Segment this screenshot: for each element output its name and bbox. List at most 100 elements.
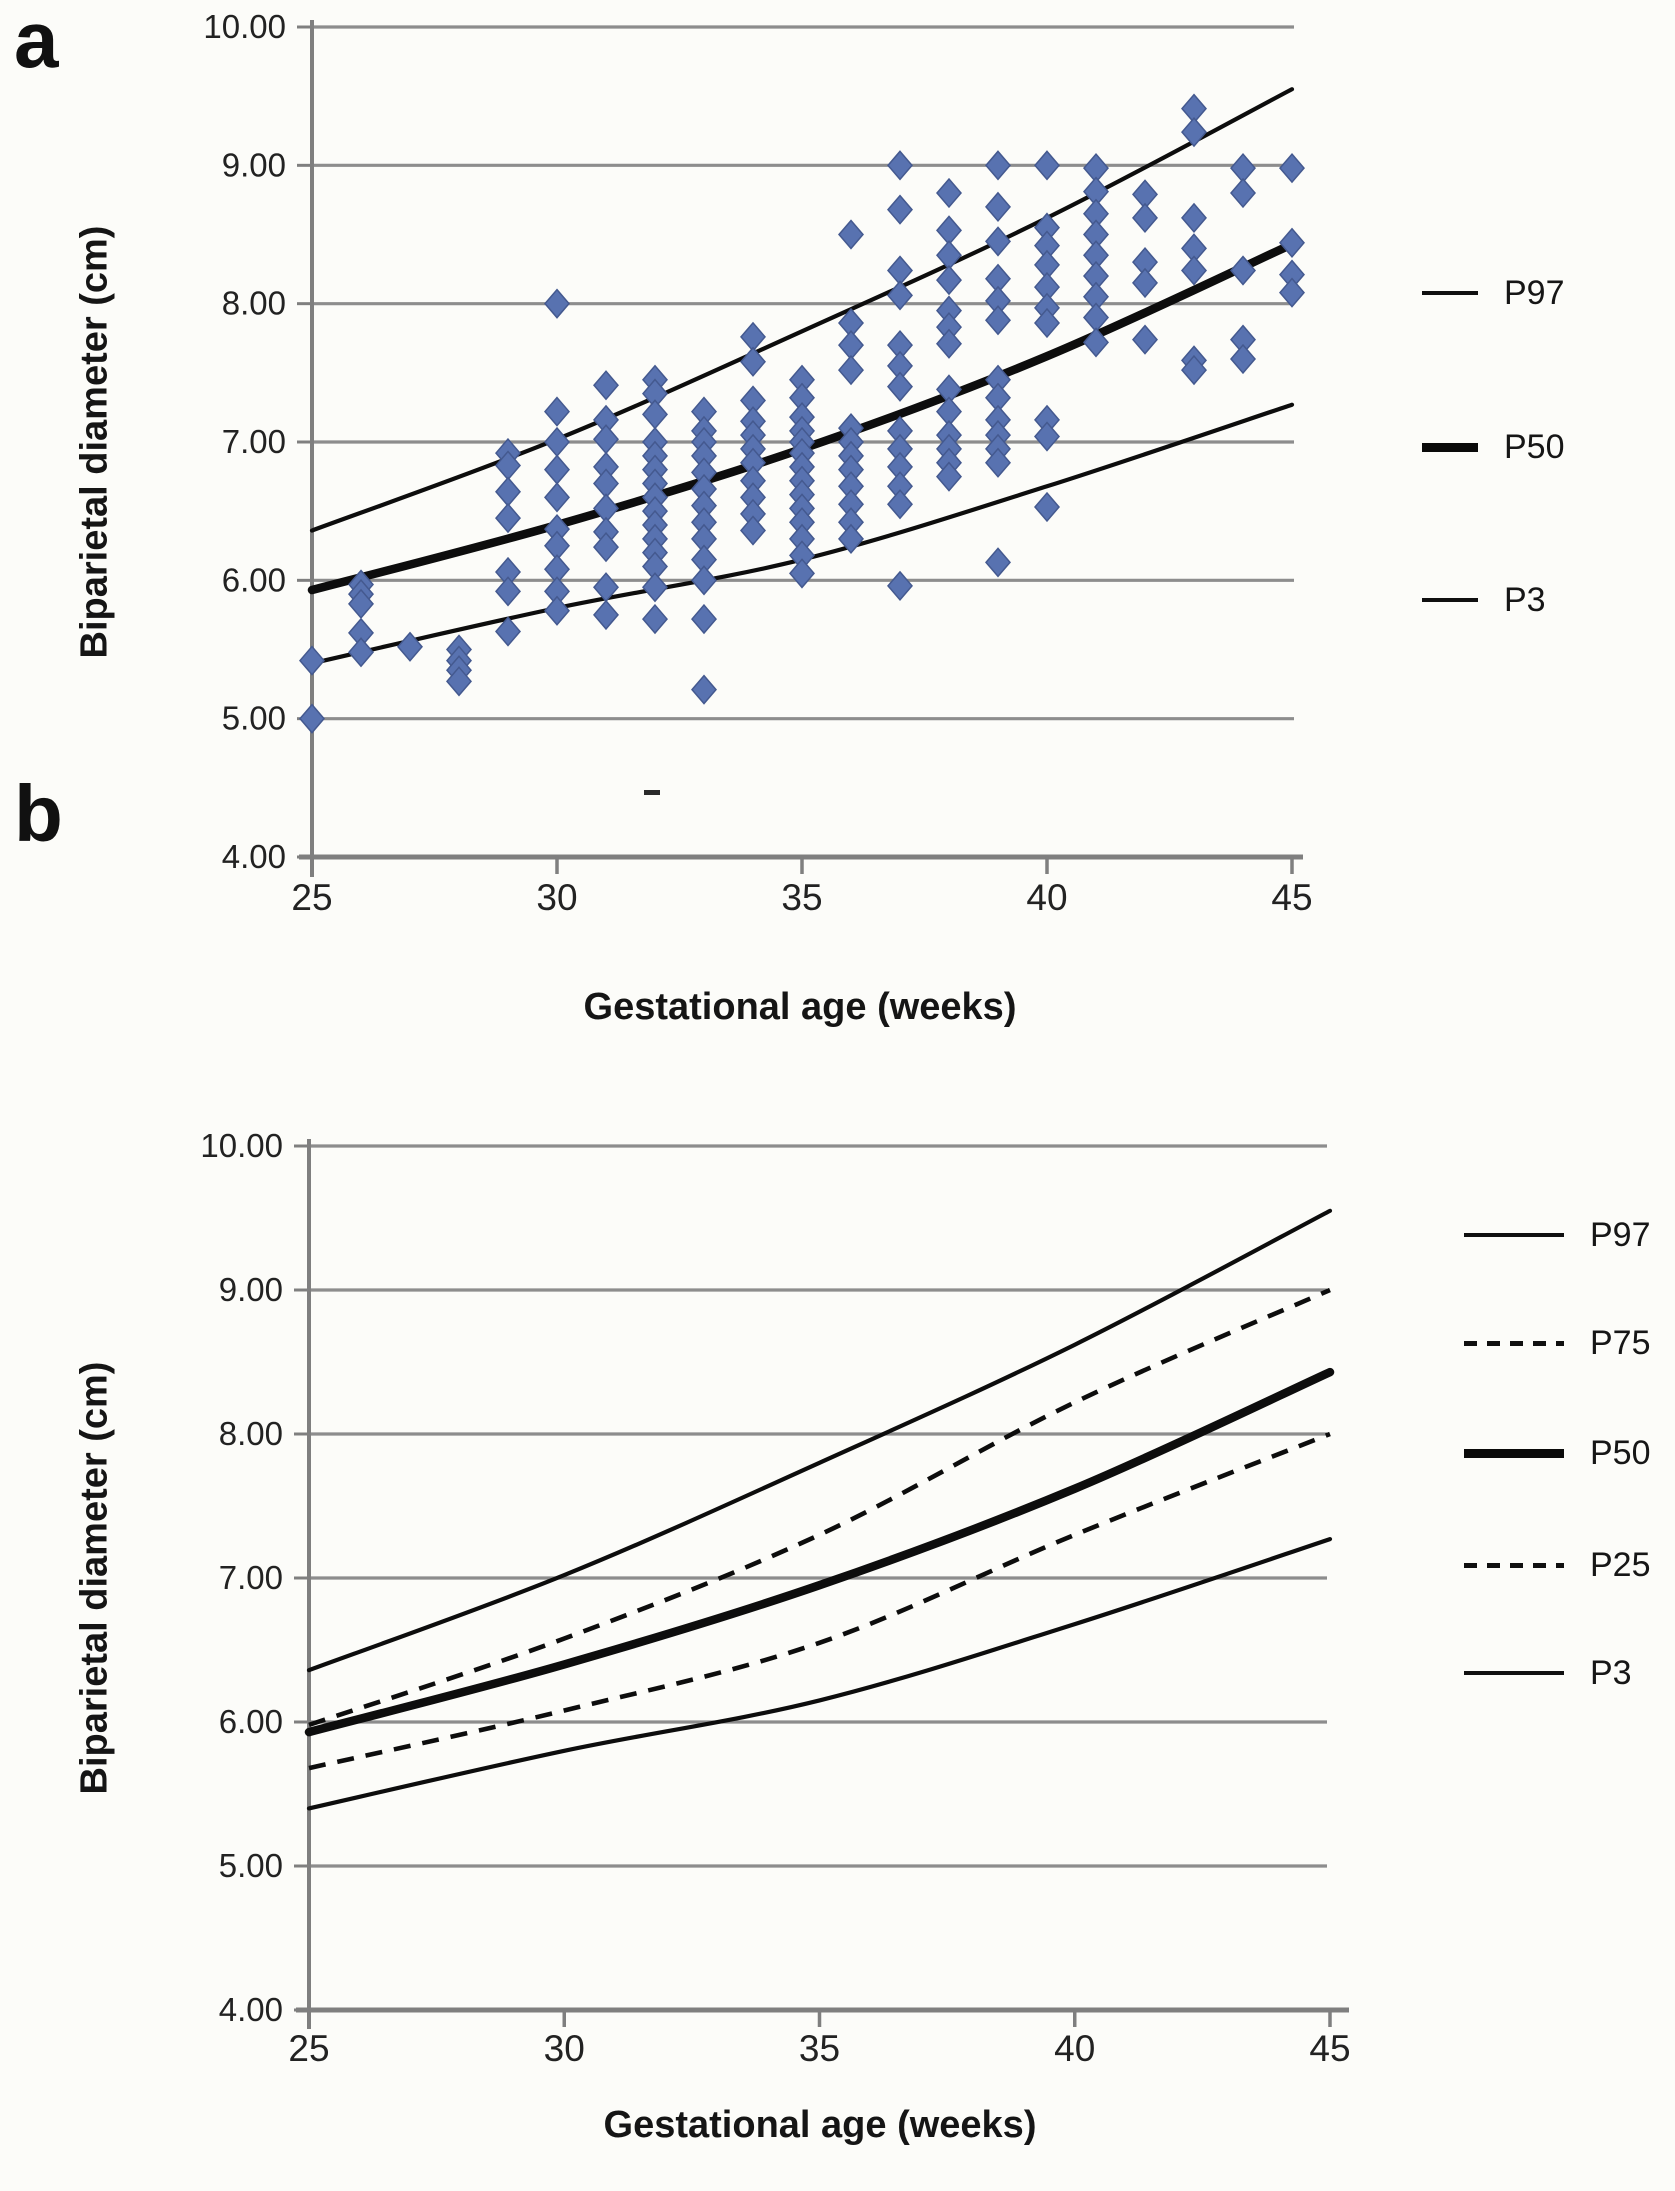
scatter-point bbox=[887, 570, 913, 602]
scatter-point bbox=[299, 645, 325, 676]
scatter-point bbox=[838, 523, 864, 554]
scatter-point bbox=[838, 354, 864, 386]
legend-item-p97: P97 bbox=[1422, 273, 1565, 313]
y-tick-label: 9.00 bbox=[222, 146, 286, 183]
p50-line-sample bbox=[1464, 1448, 1564, 1458]
legend-label: P3 bbox=[1590, 1653, 1632, 1692]
scatter-point bbox=[936, 177, 962, 209]
scatter-point bbox=[740, 346, 766, 377]
legend-label: P25 bbox=[1590, 1545, 1651, 1584]
scatter-point bbox=[691, 674, 717, 705]
x-tick-label: 45 bbox=[1271, 877, 1312, 918]
scan-artifact-dash bbox=[644, 790, 660, 795]
percentile-curve-p97 bbox=[306, 1208, 1333, 1673]
scatter-point bbox=[887, 280, 913, 311]
p75-line-sample bbox=[1464, 1340, 1564, 1346]
scatter-point bbox=[544, 482, 570, 513]
legend-item-p25: P25 bbox=[1464, 1545, 1651, 1585]
x-tick-label: 35 bbox=[781, 877, 822, 918]
scatter-point bbox=[495, 576, 521, 607]
p3-line-sample bbox=[1422, 598, 1478, 602]
scatter-point bbox=[1279, 277, 1305, 308]
legend-item-p3: P3 bbox=[1464, 1653, 1632, 1693]
scatter-point bbox=[985, 305, 1011, 336]
legend-item-p50: P50 bbox=[1464, 1433, 1651, 1473]
panel-a-letter: a bbox=[14, 0, 59, 84]
y-tick-label: 4.00 bbox=[219, 1991, 283, 2028]
scatter-point bbox=[593, 370, 619, 401]
scatter-point bbox=[1230, 177, 1256, 209]
scatter-point bbox=[985, 191, 1011, 222]
scatter-point bbox=[1279, 227, 1305, 258]
scatter-point bbox=[1083, 327, 1109, 358]
scatter-point bbox=[887, 194, 913, 225]
y-tick-label: 8.00 bbox=[219, 1415, 283, 1452]
panel-b-x-axis-title: Gestational age (weeks) bbox=[603, 2104, 1037, 2146]
scatter-point bbox=[936, 328, 962, 359]
p97-line-sample bbox=[1422, 291, 1478, 295]
p97-line-sample bbox=[1464, 1233, 1564, 1237]
panel-b-letter: b bbox=[14, 769, 63, 858]
y-tick-label: 4.00 bbox=[222, 838, 286, 875]
legend-label: P3 bbox=[1504, 580, 1546, 619]
scatter-point bbox=[642, 572, 668, 603]
scatter-point bbox=[544, 426, 570, 458]
scatter-point bbox=[495, 476, 521, 507]
y-tick-label: 5.00 bbox=[222, 700, 286, 737]
scatter-point bbox=[1034, 307, 1060, 339]
legend-label: P50 bbox=[1590, 1433, 1651, 1472]
scatter-point bbox=[691, 565, 717, 596]
legend-item-p3: P3 bbox=[1422, 580, 1546, 620]
scatter-point bbox=[397, 631, 423, 662]
x-tick-label: 45 bbox=[1309, 2028, 1350, 2069]
scatter-point bbox=[1034, 491, 1060, 523]
y-tick-label: 9.00 bbox=[219, 1271, 283, 1308]
x-tick-label: 35 bbox=[799, 2028, 840, 2069]
p25-line-sample bbox=[1464, 1562, 1564, 1568]
scatter-point bbox=[544, 396, 570, 427]
y-tick-label: 10.00 bbox=[200, 1127, 283, 1164]
scatter-point bbox=[1181, 255, 1207, 286]
y-tick-label: 6.00 bbox=[222, 561, 286, 598]
scatter-point bbox=[1279, 152, 1305, 184]
x-tick-label: 40 bbox=[1054, 2028, 1095, 2069]
x-tick-label: 25 bbox=[291, 877, 332, 918]
x-tick-label: 30 bbox=[536, 877, 577, 918]
scatter-point bbox=[1132, 267, 1158, 299]
scatter-point bbox=[1181, 202, 1207, 234]
legend-label: P50 bbox=[1504, 427, 1565, 466]
x-tick-label: 25 bbox=[288, 2028, 329, 2069]
panel-a-x-axis-title: Gestational age (weeks) bbox=[583, 986, 1017, 1028]
legend-label: P97 bbox=[1504, 273, 1565, 312]
scatter-point bbox=[936, 461, 962, 492]
p50-line-sample bbox=[1422, 442, 1478, 452]
x-tick-label: 30 bbox=[544, 2028, 585, 2069]
scatter-point bbox=[887, 489, 913, 520]
scatter-point bbox=[544, 595, 570, 626]
scatter-point bbox=[1034, 150, 1060, 181]
scatter-point bbox=[838, 219, 864, 250]
scatter-point bbox=[1034, 421, 1060, 452]
scatter-point bbox=[691, 603, 717, 635]
scatter-point bbox=[446, 666, 472, 697]
legend-label: P97 bbox=[1590, 1215, 1651, 1254]
scatter-point bbox=[985, 226, 1011, 257]
scatter-point bbox=[985, 447, 1011, 478]
scatter-point bbox=[1132, 324, 1158, 355]
percentile-curve-p3 bbox=[306, 1537, 1333, 1811]
scatter-point bbox=[544, 454, 570, 485]
legend-label: P75 bbox=[1590, 1323, 1651, 1362]
scatter-point bbox=[642, 399, 668, 430]
legend-item-p50: P50 bbox=[1422, 427, 1565, 467]
y-tick-label: 5.00 bbox=[219, 1847, 283, 1884]
legend-item-p97: P97 bbox=[1464, 1215, 1651, 1255]
legend-item-p75: P75 bbox=[1464, 1323, 1651, 1363]
scatter-point bbox=[495, 616, 521, 647]
scatter-point bbox=[887, 150, 913, 181]
scatter-point bbox=[348, 637, 374, 668]
scatter-point bbox=[299, 703, 325, 734]
scatter-point bbox=[887, 371, 913, 402]
scatter-point bbox=[740, 515, 766, 546]
